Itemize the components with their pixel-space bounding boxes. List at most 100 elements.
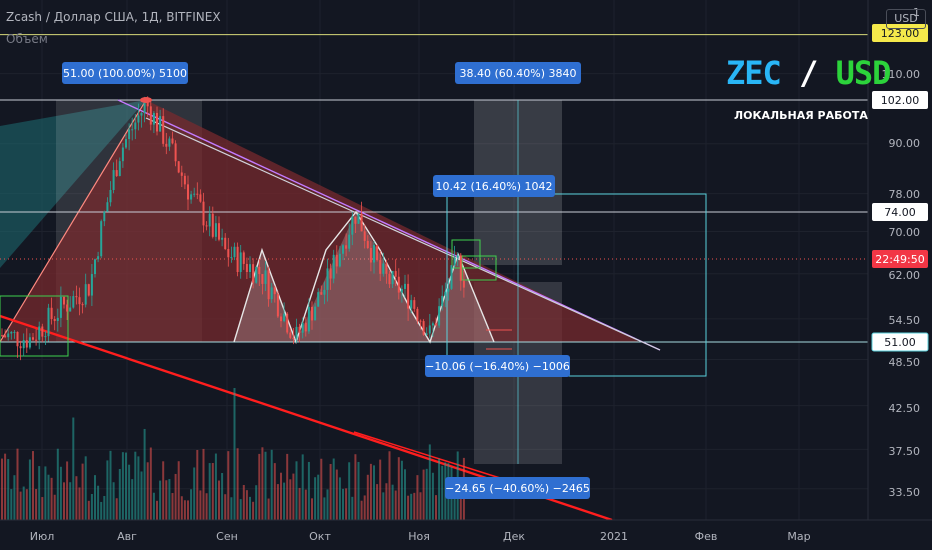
candle-body [211,213,214,237]
volume-bar [149,447,152,520]
volume-bar [13,475,16,520]
volume-bar [66,461,69,520]
volume-bar [4,453,7,520]
candle-body [351,216,354,235]
volume-bar [162,461,165,520]
candle-body [118,161,121,176]
candle-body [276,294,279,317]
volume-bar [165,480,168,520]
candle-body [304,322,307,332]
volume-bar [63,482,65,520]
volume-bar [211,463,214,520]
volume-bar [410,493,413,520]
candle-body [329,268,332,279]
volume-bar [1,458,3,520]
candle-body [196,193,199,195]
candle-body [270,287,273,300]
candle-body [357,213,360,224]
y-tick-label: 62.00 [889,269,921,282]
candle-body [177,161,180,173]
y-tick-label: 54.50 [889,314,921,327]
volume-bar [131,479,134,520]
white-trendline [145,117,661,351]
volume-bar [125,452,127,520]
x-tick-label: Авг [117,530,137,543]
candle-body [202,201,205,226]
candle-body [4,335,7,338]
candle-body [273,287,276,295]
candle-body [255,266,258,283]
volume-bar [320,458,323,520]
candle-body [53,319,56,321]
pair-quote: USD [835,54,892,92]
measure-label-1: 51.00 (100.00%) 5100 [62,62,188,84]
volume-bar [224,494,227,520]
candle-body [348,234,351,249]
y-tick-label: 42.50 [889,402,921,415]
candle-body [444,291,447,296]
peak-marker [140,97,152,103]
volume-bar [311,498,313,520]
candle-body [462,280,465,288]
candle-body [221,237,224,240]
green-box-2 [461,255,497,281]
price-badge-bg [872,203,928,221]
volume-bar [419,492,422,520]
candle-body [258,266,261,275]
candle-body [397,276,400,293]
candle-body [162,116,165,144]
candle-body [159,116,162,132]
currency-button[interactable]: USD [886,9,926,29]
candle-body [314,306,317,321]
candles [1,96,465,361]
candle-body [320,292,323,295]
candle-body [385,263,388,274]
candle-body [435,323,437,326]
candle-body [376,244,379,261]
volume-bar [152,492,155,520]
candle-body [227,249,230,258]
candle-body [218,223,220,240]
volume-bar [332,458,335,520]
volume-bar [16,448,19,520]
candle-body [205,225,208,227]
candle-body [326,268,329,290]
volume-bar [301,454,304,520]
candle-body [38,326,41,340]
candle-body [264,270,267,284]
candle-body [236,246,239,273]
candle-body [72,296,75,308]
price-badge-text: 74.00 [884,206,916,219]
pair-base: ZEC [726,54,782,92]
x-tick-label: Мар [787,530,810,543]
candle-body [180,172,183,176]
symbol-line[interactable]: Zcash / Доллар США, 1Д, BITFINEX [6,10,221,24]
candle-body [35,339,38,341]
price-badge-bg [872,250,928,268]
candle-body [190,194,193,200]
candle-body [50,307,53,320]
volume-bar [394,490,397,520]
volume-bar [193,467,196,520]
y-tick-label: 70.00 [889,226,921,239]
candle-body [94,259,96,275]
volume-bar [72,417,75,520]
volume-bar [106,460,109,520]
volume-bar [128,464,131,520]
candle-body [283,313,286,322]
candle-body [75,296,78,298]
volume-bar [199,490,202,520]
volume-bar [382,492,385,520]
candle-body [199,194,202,202]
volume-bar [109,450,112,520]
candle-body [214,223,217,237]
volume-bar [249,496,251,520]
volume-trendline [353,431,501,479]
volume-bar [97,485,100,520]
volume-label[interactable]: Объем [6,32,48,46]
candle-body [63,296,65,305]
candle-body [323,289,326,295]
volume-bar [32,451,34,520]
volume-bar [134,451,137,520]
